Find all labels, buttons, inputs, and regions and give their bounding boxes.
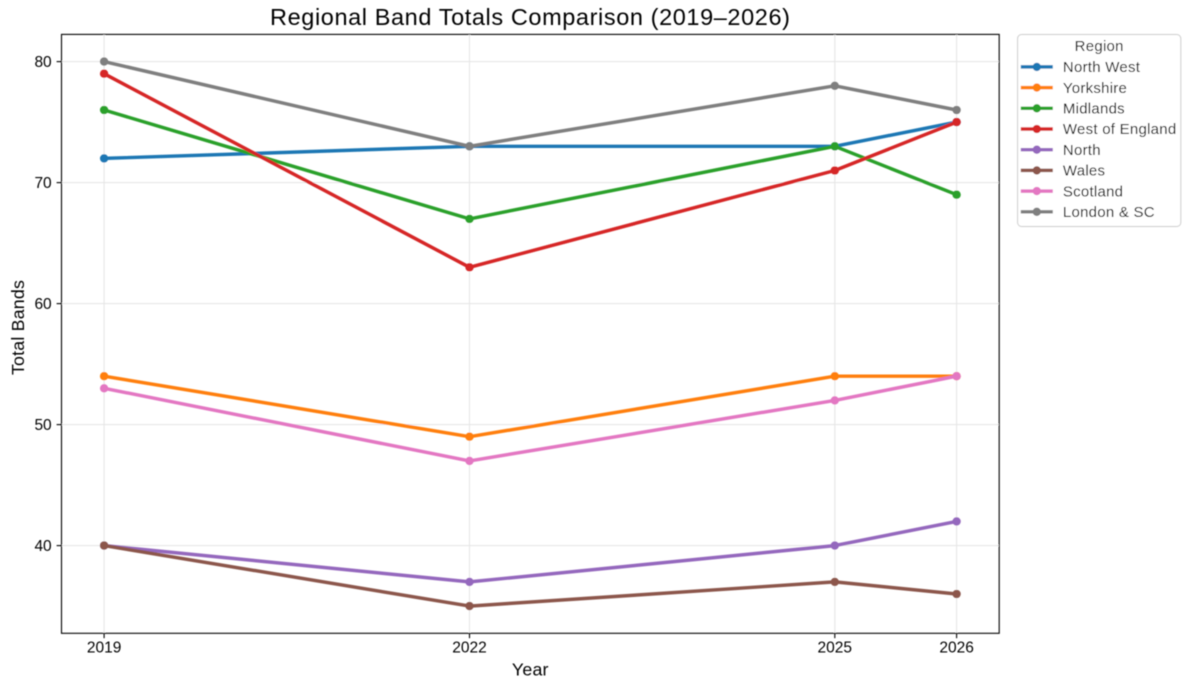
svg-text:50: 50 [34, 417, 52, 434]
svg-text:40: 40 [34, 538, 52, 555]
svg-text:Total Bands: Total Bands [8, 280, 28, 375]
svg-text:2019: 2019 [87, 640, 121, 657]
svg-text:2022: 2022 [452, 640, 486, 657]
svg-text:2026: 2026 [939, 640, 973, 657]
svg-text:60: 60 [34, 296, 52, 313]
svg-text:Wales: Wales [1063, 163, 1105, 180]
svg-text:70: 70 [34, 175, 52, 192]
svg-text:London & SC: London & SC [1063, 204, 1155, 221]
svg-text:Year: Year [512, 660, 549, 680]
svg-text:Yorkshire: Yorkshire [1063, 80, 1127, 97]
svg-text:West of England: West of England [1063, 121, 1177, 138]
svg-text:Regional Band Totals Compariso: Regional Band Totals Comparison (2019–20… [270, 4, 791, 30]
svg-text:North: North [1063, 142, 1101, 159]
svg-text:North West: North West [1063, 59, 1141, 76]
svg-text:Midlands: Midlands [1063, 101, 1125, 118]
svg-text:Region: Region [1075, 38, 1124, 55]
svg-text:80: 80 [34, 54, 52, 71]
svg-text:Scotland: Scotland [1063, 183, 1123, 200]
svg-text:2025: 2025 [818, 640, 852, 657]
